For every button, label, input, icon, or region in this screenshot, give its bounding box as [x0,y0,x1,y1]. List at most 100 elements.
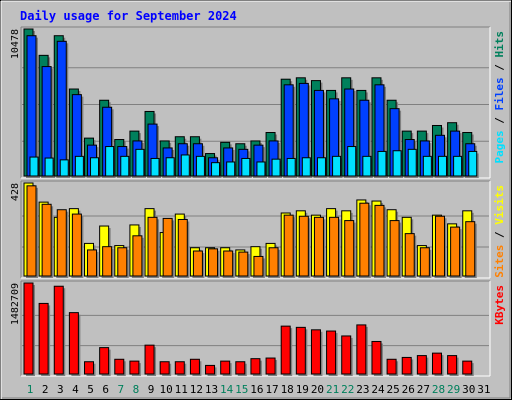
kbytes-bar [84,361,95,375]
x-tick-label: 16 [250,383,263,396]
sites-bar [147,216,158,277]
kbytes-bar [295,326,306,375]
kbytes-bar [99,347,110,375]
sites-bar [192,250,203,277]
sites-bar [102,246,113,277]
sites-bar [87,249,98,277]
x-tick-label: 17 [265,383,278,396]
pages-bar [407,148,417,177]
sites-bar [132,235,143,277]
legend-files: Files [493,77,506,110]
kbytes-bar [23,282,34,375]
x-tick-label: 5 [87,383,94,396]
sites-bar [26,185,37,277]
sites-bar [283,214,294,277]
x-tick-label: 29 [447,383,460,396]
x-tick-label: 1 [27,383,34,396]
y-max-label: 428 [10,183,21,201]
kbytes-bar [462,360,473,375]
sites-bar [359,202,370,277]
sites-bar [223,250,234,277]
x-tick-label: 30 [462,383,475,396]
kbytes-bar [280,325,291,375]
panel-hits-files-pages: 10478 Pages / Files / Hits [10,26,506,179]
panel-kbytes: 1482709 KBytes [10,280,506,377]
pages-bar [332,155,342,177]
kbytes-bar [265,357,276,375]
sites-bar [56,209,67,277]
sites-bar [465,221,476,277]
sites-bar [238,251,249,277]
kbytes-bar [371,340,382,375]
pages-bar [105,146,115,177]
sites-bar [298,215,309,277]
pages-bar [74,155,84,177]
pages-bar [150,157,160,177]
legend-visits: Visits [493,185,506,225]
kbytes-bar [235,361,246,375]
pages-bar [316,157,326,177]
x-tick-label: 23 [356,383,369,396]
panel-legend: KBytes [493,285,506,325]
x-tick-label: 6 [102,383,109,396]
kbytes-bar [159,361,170,375]
sites-bar [389,220,400,277]
kbytes-bar [386,358,397,375]
sites-bar [374,204,385,277]
pages-bar [165,157,175,177]
sites-bar [253,255,264,277]
x-tick-label: 21 [326,383,339,396]
pages-bar [44,157,54,177]
kbytes-bar [129,360,140,375]
sites-bar [313,216,324,277]
pages-bar [59,159,69,177]
sites-bar [162,217,173,277]
sites-bar [450,226,461,277]
pages-bar [135,148,145,177]
pages-bar [286,157,296,177]
x-tick-label: 26 [402,383,415,396]
pages-bar [453,155,463,177]
panel-legend: Pages / Files / Hits [493,31,506,164]
x-tick-label: 8 [133,383,140,396]
pages-bar [347,146,357,177]
kbytes-bar [68,312,79,375]
pages-bar [422,155,432,177]
x-axis-labels: 1 2 3 4 5 6 7 8 9 10 11 12 13 14 15 16 17 18 19 20 21 22 23 24 2… [27,383,491,396]
sites-bar [71,213,82,277]
kbytes-bar [114,358,125,375]
x-tick-label: 22 [341,383,354,396]
pages-bar [468,150,478,177]
x-tick-label: 9 [148,383,155,396]
panel-legend: Sites / Visits [493,185,506,278]
sites-bar [404,233,415,277]
files-bar [26,35,37,177]
kbytes-bar [250,358,261,375]
sites-bar [117,247,128,277]
legend-pages: Pages [493,130,506,163]
pages-bar [195,155,205,177]
x-tick-label: 3 [57,383,64,396]
kbytes-bar [447,355,458,375]
x-tick-label: 25 [386,383,399,396]
x-tick-label: 18 [281,383,294,396]
chart-title: Daily usage for September 2024 [20,9,237,23]
pages-bar [241,157,251,177]
sites-bar [329,216,340,277]
y-max-label: 1482709 [10,283,21,325]
kbytes-bar [220,360,231,375]
x-tick-label: 4 [72,383,79,396]
kbytes-bar [144,344,155,375]
kbytes-bar [326,330,337,375]
x-tick-label: 28 [432,383,445,396]
kbytes-bar [310,329,321,375]
x-tick-label: 14 [220,383,234,396]
pages-bar [29,156,39,177]
x-tick-label: 19 [296,383,309,396]
pages-bar [392,150,402,177]
pages-bar [211,162,221,177]
kbytes-bar [401,356,412,375]
sites-bar [177,219,188,277]
pages-bar [362,155,372,177]
pages-bar [377,150,387,177]
